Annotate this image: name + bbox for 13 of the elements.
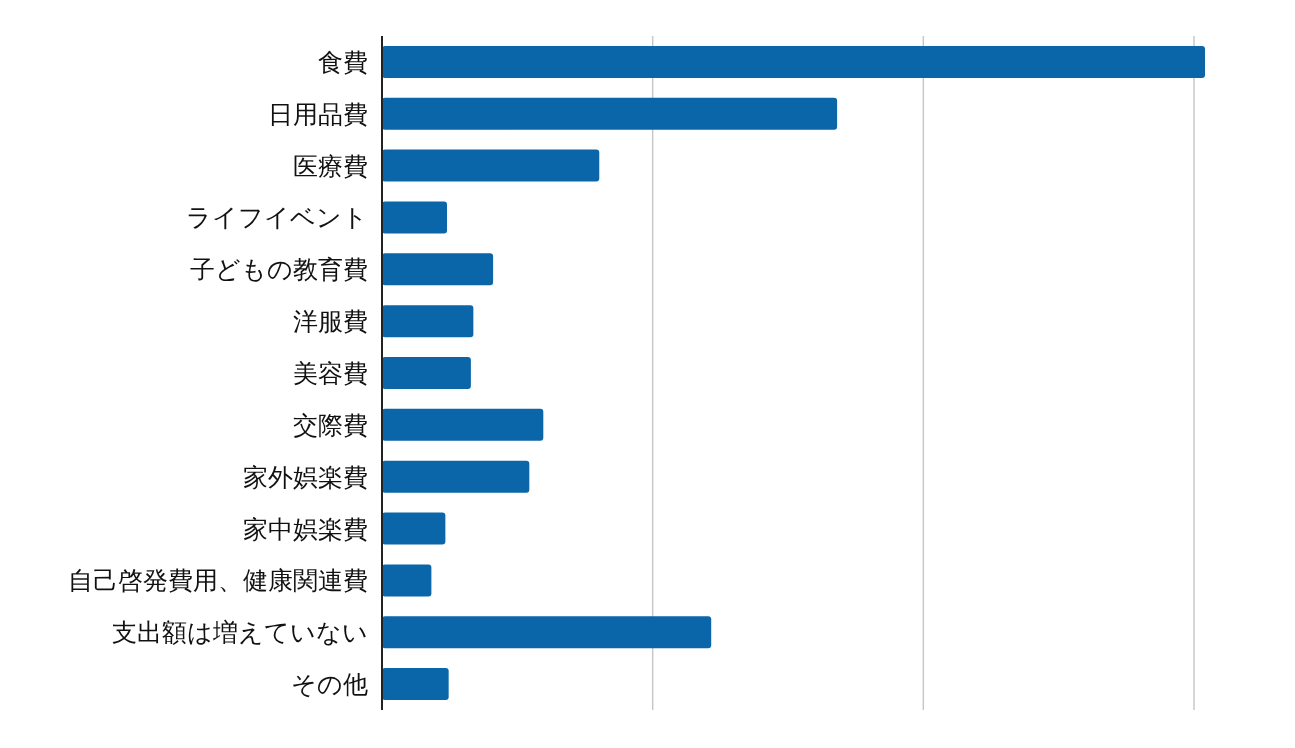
y-tick-label: 洋服費 xyxy=(293,307,368,337)
y-tick-label: 家外娯楽費 xyxy=(243,462,368,492)
y-tick-label: 子どもの教育費 xyxy=(190,255,368,285)
y-tick-label: 食費 xyxy=(318,47,368,77)
y-tick-label: 医療費 xyxy=(293,151,368,181)
y-tick-label: 支出額は増えていない xyxy=(112,618,368,648)
y-tick-label: 美容費 xyxy=(293,359,368,388)
y-tick-label: 家中娯楽費 xyxy=(243,514,368,544)
y-tick-label: 交際費 xyxy=(293,410,368,440)
y-tick-label: ライフイベント xyxy=(186,203,368,233)
y-tick-label: 自己啓発費用、健康関連費 xyxy=(68,566,368,596)
y-tick-label: 日用品費 xyxy=(268,99,368,129)
y-tick-label: その他 xyxy=(291,670,368,700)
